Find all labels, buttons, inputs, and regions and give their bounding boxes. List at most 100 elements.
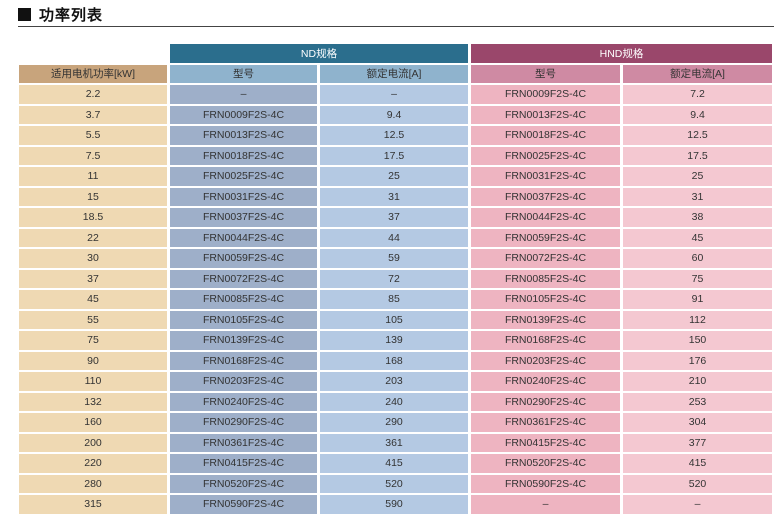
hnd-model-cell: FRN0044F2S-4C <box>471 208 620 227</box>
table-row: 37 FRN0072F2S-4C 72 FRN0085F2S-4C 75 <box>19 269 772 288</box>
nd-model-cell: FRN0013F2S-4C <box>170 126 317 145</box>
hnd-current-cell: 31 <box>623 187 772 206</box>
nd-model-cell: FRN0590F2S-4C <box>170 495 317 514</box>
table-row: 160 FRN0290F2S-4C 290 FRN0361F2S-4C 304 <box>19 413 772 432</box>
table-row: 45 FRN0085F2S-4C 85 FRN0105F2S-4C 91 <box>19 290 772 309</box>
hnd-current-cell: 9.4 <box>623 105 772 124</box>
nd-current-cell: 168 <box>320 351 468 370</box>
table-row: 110 FRN0203F2S-4C 203 FRN0240F2S-4C 210 <box>19 372 772 391</box>
nd-model-cell: FRN0240F2S-4C <box>170 392 317 411</box>
table-row: 2.2– – FRN0009F2S-4C 7.2 <box>19 85 772 104</box>
hnd-model-cell: FRN0013F2S-4C <box>471 105 620 124</box>
hnd-model-cell: FRN0415F2S-4C <box>471 433 620 452</box>
table-row: 90 FRN0168F2S-4C 168 FRN0203F2S-4C 176 <box>19 351 772 370</box>
nd-model-cell: FRN0085F2S-4C <box>170 290 317 309</box>
nd-model-cell: FRN0361F2S-4C <box>170 433 317 452</box>
hnd-current-cell: 75 <box>623 269 772 288</box>
hnd-model-cell: FRN0018F2S-4C <box>471 126 620 145</box>
hnd-model-cell: FRN0590F2S-4C <box>471 474 620 493</box>
nd-current-cell: 590 <box>320 495 468 514</box>
title-divider <box>18 26 774 27</box>
square-bullet-icon <box>18 7 31 21</box>
motor-power-cell: 5.5 <box>19 126 167 145</box>
nd-model-cell: FRN0203F2S-4C <box>170 372 317 391</box>
nd-current-cell: 59 <box>320 249 468 268</box>
motor-power-header: 适用电机功率[kW] <box>19 64 167 83</box>
hnd-model-cell: FRN0203F2S-4C <box>471 351 620 370</box>
motor-power-cell: 45 <box>19 290 167 309</box>
nd-model-cell: FRN0290F2S-4C <box>170 413 317 432</box>
hnd-current-cell: 377 <box>623 433 772 452</box>
hnd-current-cell: 150 <box>623 331 772 350</box>
nd-model-cell: FRN0018F2S-4C <box>170 146 317 165</box>
hnd-current-cell: 210 <box>623 372 772 391</box>
table-row: 30 FRN0059F2S-4C 59 FRN0072F2S-4C 60 <box>19 249 772 268</box>
nd-model-cell: FRN0031F2S-4C <box>170 187 317 206</box>
hnd-current-header: 额定电流[A] <box>623 64 772 83</box>
nd-current-header: 额定电流[A] <box>320 64 468 83</box>
hnd-model-cell: FRN0361F2S-4C <box>471 413 620 432</box>
hnd-model-cell: FRN0105F2S-4C <box>471 290 620 309</box>
hnd-model-cell: FRN0139F2S-4C <box>471 310 620 329</box>
nd-current-cell: – <box>320 85 468 104</box>
nd-current-cell: 203 <box>320 372 468 391</box>
nd-current-cell: 31 <box>320 187 468 206</box>
table-row: 132 FRN0240F2S-4C 240 FRN0290F2S-4C 253 <box>19 392 772 411</box>
hnd-current-cell: 112 <box>623 310 772 329</box>
nd-model-cell: FRN0139F2S-4C <box>170 331 317 350</box>
hnd-model-cell: FRN0520F2S-4C <box>471 454 620 473</box>
nd-model-cell: FRN0009F2S-4C <box>170 105 317 124</box>
table-row: 75 FRN0139F2S-4C 139 FRN0168F2S-4C 150 <box>19 331 772 350</box>
table-body: 2.2– – FRN0009F2S-4C 7.2 3.7 FRN0009F2S-4C 9.4… <box>19 85 772 514</box>
page-title: 功率列表 <box>18 4 103 24</box>
nd-current-cell: 85 <box>320 290 468 309</box>
nd-current-cell: 139 <box>320 331 468 350</box>
hnd-current-cell: 60 <box>623 249 772 268</box>
nd-current-cell: 520 <box>320 474 468 493</box>
motor-power-cell: 220 <box>19 454 167 473</box>
nd-model-cell: FRN0520F2S-4C <box>170 474 317 493</box>
table-row: 7.5 FRN0018F2S-4C 17.5 FRN0025F2S-4C 17.5 <box>19 146 772 165</box>
hnd-model-cell: FRN0059F2S-4C <box>471 228 620 247</box>
nd-current-cell: 240 <box>320 392 468 411</box>
motor-power-cell: 315 <box>19 495 167 514</box>
hnd-model-cell: FRN0085F2S-4C <box>471 269 620 288</box>
hnd-current-cell: 415 <box>623 454 772 473</box>
motor-power-cell: 18.5 <box>19 208 167 227</box>
motor-power-cell: 3.7 <box>19 105 167 124</box>
group-header-row: ND规格 HND规格 <box>19 44 772 63</box>
motor-power-cell: 2.2 <box>19 85 167 104</box>
motor-power-cell: 30 <box>19 249 167 268</box>
nd-current-cell: 361 <box>320 433 468 452</box>
hnd-current-cell: 12.5 <box>623 126 772 145</box>
motor-power-cell: 55 <box>19 310 167 329</box>
nd-model-cell: FRN0415F2S-4C <box>170 454 317 473</box>
table-row: 11 FRN0025F2S-4C 25 FRN0031F2S-4C 25 <box>19 167 772 186</box>
hnd-model-cell: – <box>471 495 620 514</box>
nd-current-cell: 25 <box>320 167 468 186</box>
hnd-model-cell: FRN0031F2S-4C <box>471 167 620 186</box>
nd-model-cell: FRN0044F2S-4C <box>170 228 317 247</box>
motor-power-cell: 7.5 <box>19 146 167 165</box>
motor-power-cell: 75 <box>19 331 167 350</box>
hnd-current-cell: 253 <box>623 392 772 411</box>
table-row: 18.5 FRN0037F2S-4C 37 FRN0044F2S-4C 38 <box>19 208 772 227</box>
nd-model-cell: FRN0037F2S-4C <box>170 208 317 227</box>
hnd-current-cell: – <box>623 495 772 514</box>
motor-power-cell: 160 <box>19 413 167 432</box>
nd-current-cell: 37 <box>320 208 468 227</box>
power-table: ND规格 HND规格 适用电机功率[kW] 型号 额定电流[A] 型号 额定电流… <box>16 42 775 516</box>
nd-model-header: 型号 <box>170 64 317 83</box>
motor-power-cell: 11 <box>19 167 167 186</box>
hnd-current-cell: 304 <box>623 413 772 432</box>
page-title-text: 功率列表 <box>39 5 104 24</box>
table-row: 220 FRN0415F2S-4C 415 FRN0520F2S-4C 415 <box>19 454 772 473</box>
hnd-model-header: 型号 <box>471 64 620 83</box>
motor-power-cell: 110 <box>19 372 167 391</box>
table-header: ND规格 HND规格 适用电机功率[kW] 型号 额定电流[A] 型号 额定电流… <box>19 44 772 83</box>
hnd-model-cell: FRN0037F2S-4C <box>471 187 620 206</box>
nd-model-cell: FRN0025F2S-4C <box>170 167 317 186</box>
column-header-row: 适用电机功率[kW] 型号 额定电流[A] 型号 额定电流[A] <box>19 64 772 83</box>
hnd-model-cell: FRN0290F2S-4C <box>471 392 620 411</box>
table-row: 22 FRN0044F2S-4C 44 FRN0059F2S-4C 45 <box>19 228 772 247</box>
